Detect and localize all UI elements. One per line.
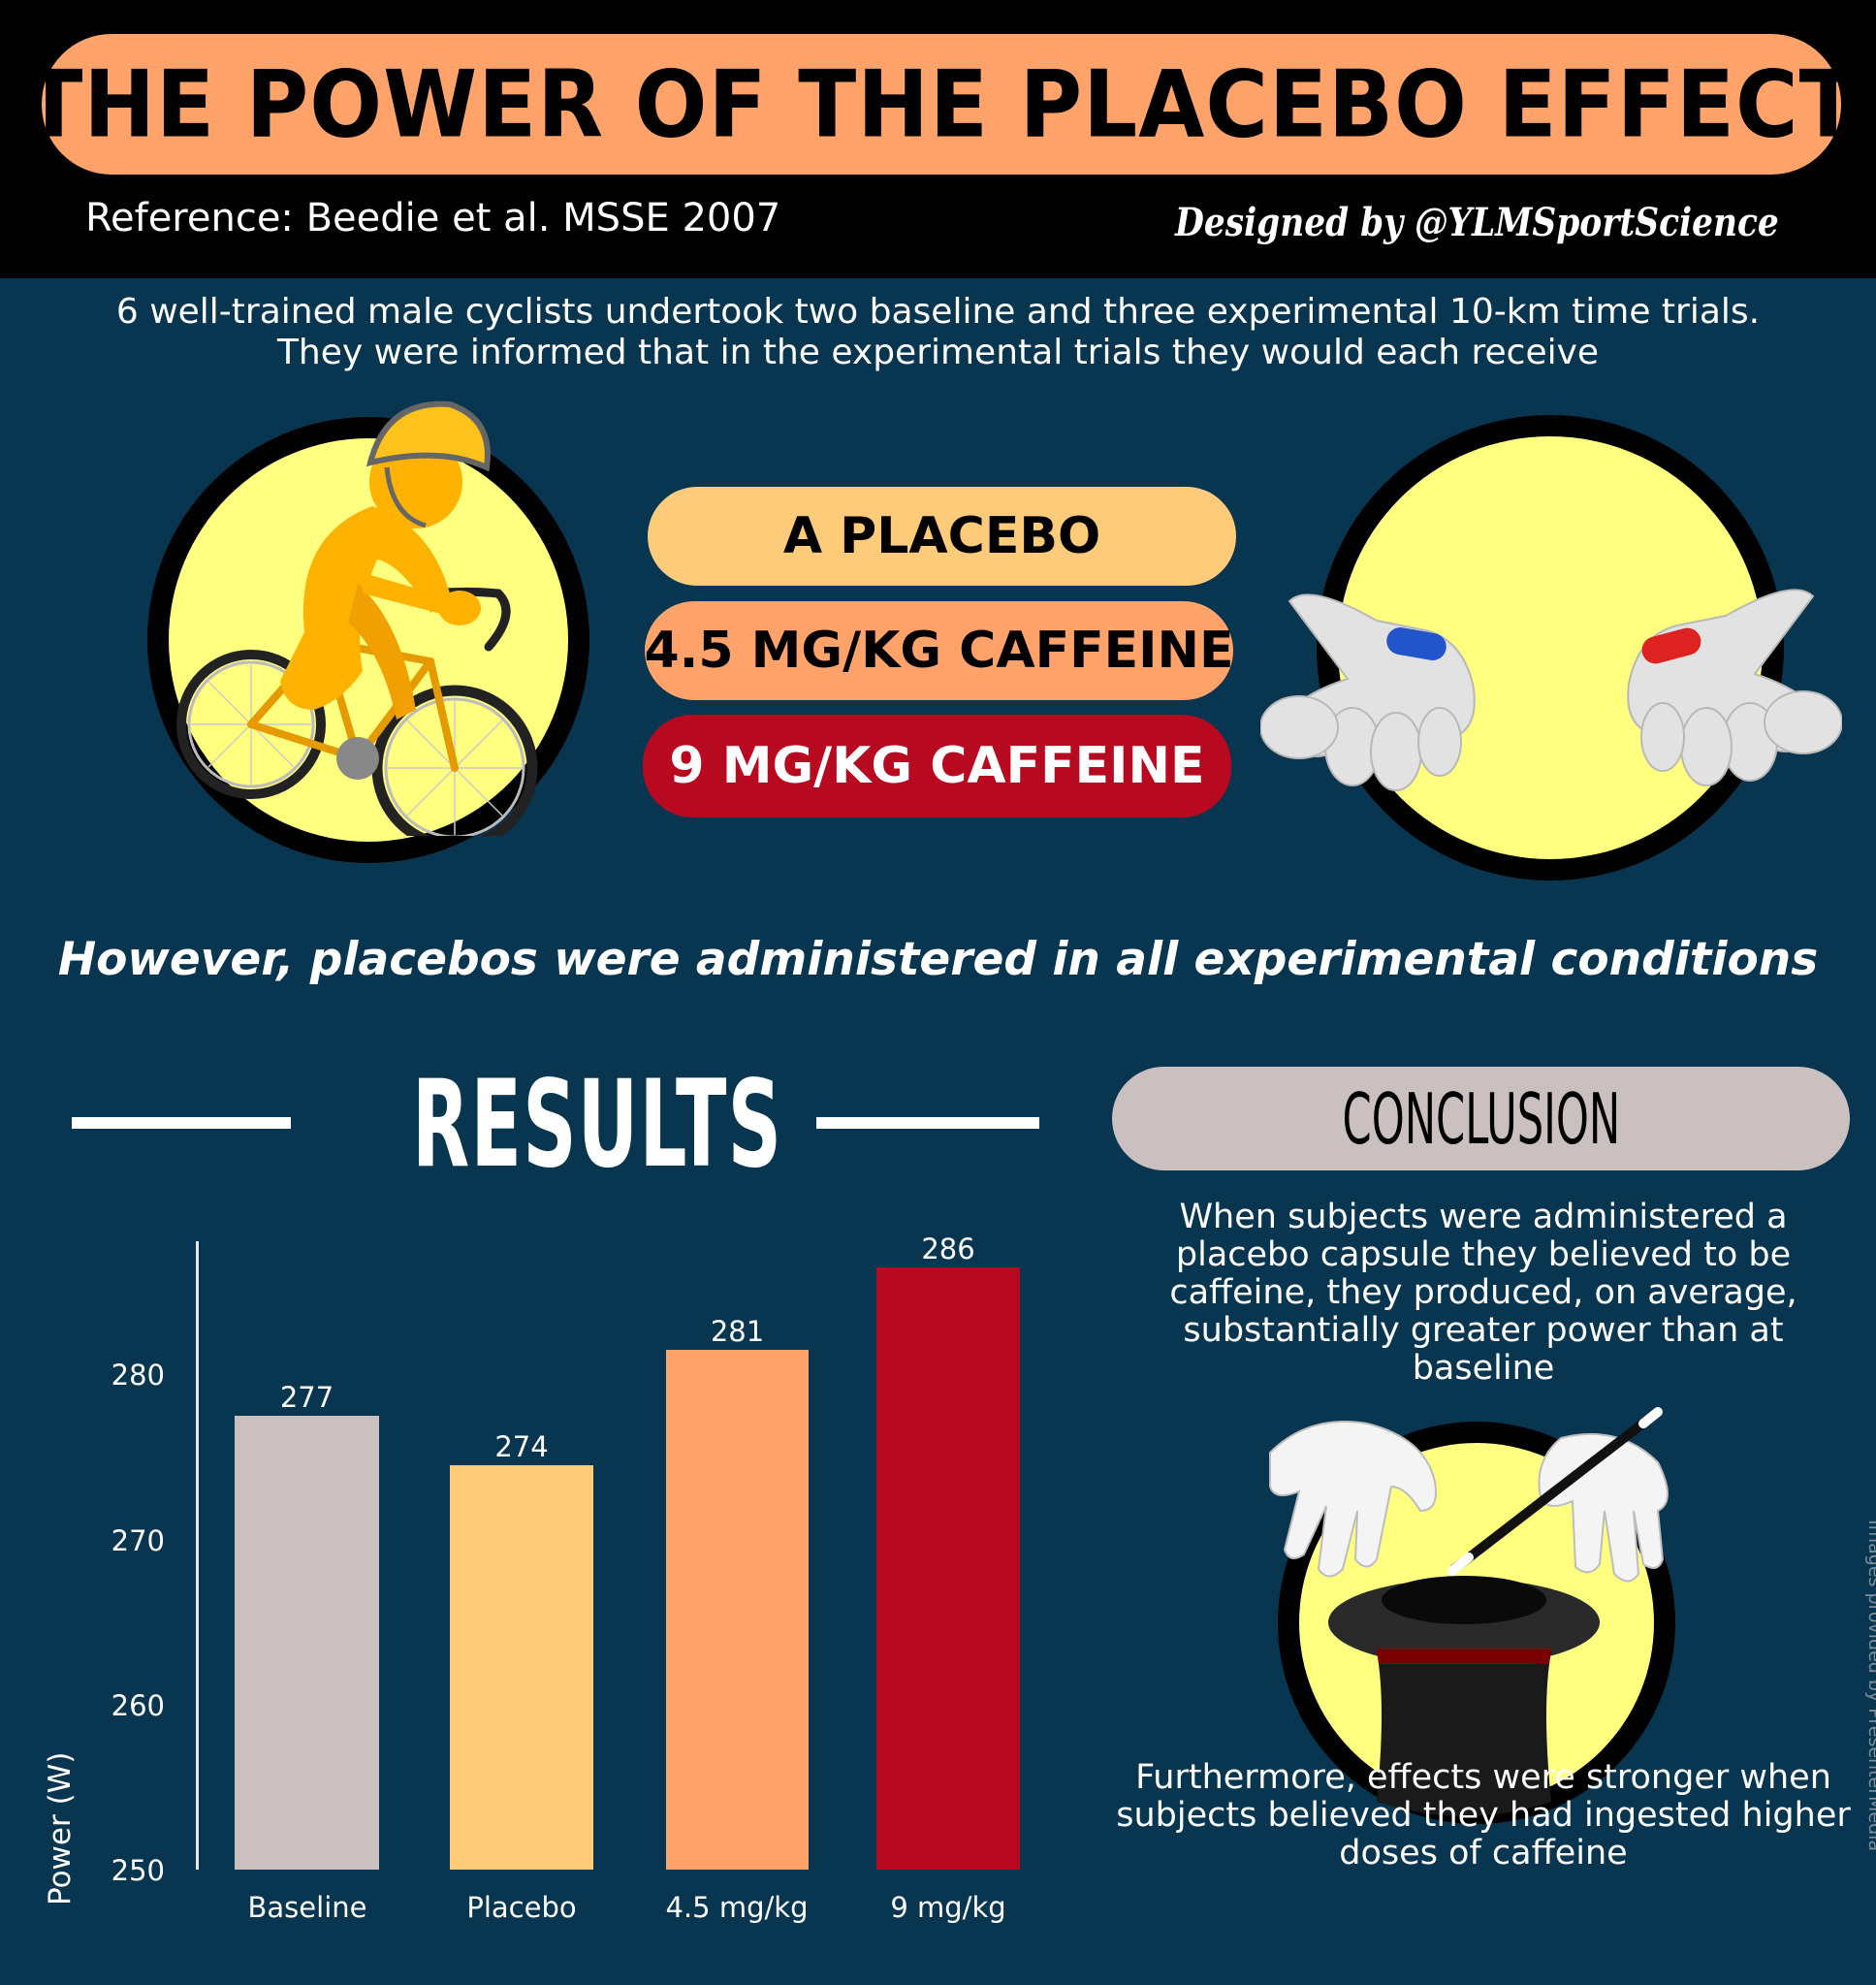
bar-value-4-5mg: 281	[710, 1315, 765, 1348]
hands-with-pills-illustration	[1260, 415, 1842, 880]
conclusion-heading: CONCLUSION	[1342, 1077, 1620, 1160]
condition-label: A Placebo	[782, 507, 1101, 565]
condition-label: 4.5 mg/kg caffeine	[644, 622, 1234, 680]
image-credit-wrap: Images provided by PresenterMedia	[1837, 1520, 1876, 1873]
y-tick-270: 270	[111, 1524, 165, 1557]
conclusion-text-1: When subjects were administered a placeb…	[1169, 1198, 1797, 1388]
x-label-placebo: Placebo	[466, 1891, 577, 1924]
condition-9mg-pill: 9 mg/kg caffeine	[643, 715, 1231, 817]
x-label-baseline: Baseline	[247, 1891, 367, 1924]
bar-placebo	[450, 1465, 593, 1870]
magic-hat-icon	[1269, 1407, 1669, 1816]
x-label-9mg: 9 mg/kg	[890, 1891, 1006, 1924]
bar-value-baseline: 277	[279, 1381, 334, 1414]
bar-9mg	[876, 1267, 1020, 1870]
image-credit: Images provided by PresenterMedia	[1864, 1520, 1876, 1852]
condition-placebo-pill: A Placebo	[648, 487, 1236, 586]
title-banner: The Power of the Placebo Effect	[24, 34, 1858, 175]
conclusion-banner: CONCLUSION	[1112, 1067, 1850, 1170]
bar-4-5mg	[666, 1350, 809, 1870]
intro-line-2: They were informed that in the experimen…	[276, 333, 1600, 372]
reference-text: Reference: Beedie et al. MSSE 2007	[85, 196, 781, 240]
condition-4-5mg-pill: 4.5 mg/kg caffeine	[644, 601, 1234, 700]
cyclist-illustration	[147, 400, 589, 863]
bar-value-9mg: 286	[921, 1233, 975, 1265]
x-label-4-5mg: 4.5 mg/kg	[665, 1891, 809, 1924]
red-pill	[1641, 627, 1701, 664]
y-tick-260: 260	[111, 1689, 165, 1722]
power-bar-chart: 250 260 270 280 Power (W) 277 Baseline 2…	[0, 1222, 1066, 1924]
results-divider-left	[72, 1117, 291, 1129]
cyclist-icon	[176, 400, 538, 836]
designer-credit: Designed by @YLMSportScience	[1175, 200, 1779, 245]
results-divider-right	[816, 1117, 1039, 1129]
condition-label: 9 mg/kg caffeine	[669, 737, 1205, 795]
however-statement: However, placebos were administered in a…	[57, 933, 1819, 986]
magician-hat-illustration	[1269, 1407, 1675, 1824]
bar-value-placebo: 274	[494, 1430, 549, 1463]
y-tick-280: 280	[111, 1359, 165, 1392]
results-heading: RESULTS	[412, 1055, 783, 1195]
conclusion-text-2: Furthermore, effects were stronger when …	[1116, 1758, 1851, 1873]
y-axis	[196, 1241, 199, 1870]
pills-icon	[1260, 589, 1842, 791]
page-title: The Power of the Placebo Effect	[24, 49, 1859, 159]
y-tick-250: 250	[111, 1854, 165, 1887]
intro-line-1: 6 well-trained male cyclists undertook t…	[115, 292, 1761, 332]
bar-baseline	[235, 1416, 379, 1870]
y-axis-label: Power (W)	[43, 1751, 78, 1905]
blue-pill	[1386, 627, 1447, 660]
